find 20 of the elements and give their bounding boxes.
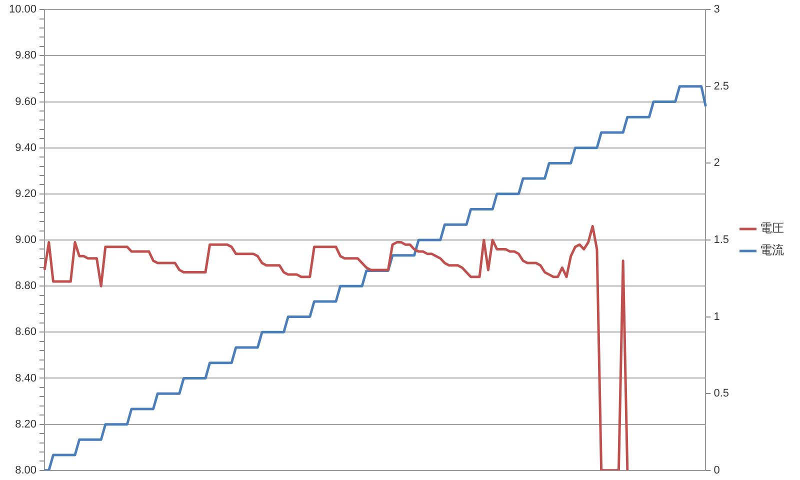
y-tick-label: 10.00 (8, 4, 37, 16)
y2-tick-label: 3 (714, 4, 720, 16)
y-tick-label: 9.20 (15, 188, 37, 200)
legend-label: 電圧 (760, 221, 784, 236)
y-tick-label: 8.00 (15, 464, 37, 476)
y-tick-label: 9.40 (15, 142, 37, 154)
y2-tick-label: 0 (714, 464, 720, 476)
y2-tick-label: 0.5 (714, 388, 730, 400)
y-tick-label: 8.20 (15, 418, 37, 430)
y-tick-label: 8.60 (15, 326, 37, 338)
y-tick-label: 8.40 (15, 372, 37, 384)
y2-tick-label: 1.5 (714, 234, 730, 246)
legend-label: 電流 (760, 243, 784, 258)
y-tick-label: 9.60 (15, 96, 37, 108)
y2-tick-label: 2 (714, 157, 720, 170)
y2-tick-label: 1 (714, 310, 720, 323)
y-tick-label: 8.80 (15, 280, 37, 292)
y-tick-label: 9.00 (15, 234, 37, 246)
y2-tick-label: 2.5 (714, 80, 730, 92)
y-tick-label: 9.80 (15, 50, 37, 62)
